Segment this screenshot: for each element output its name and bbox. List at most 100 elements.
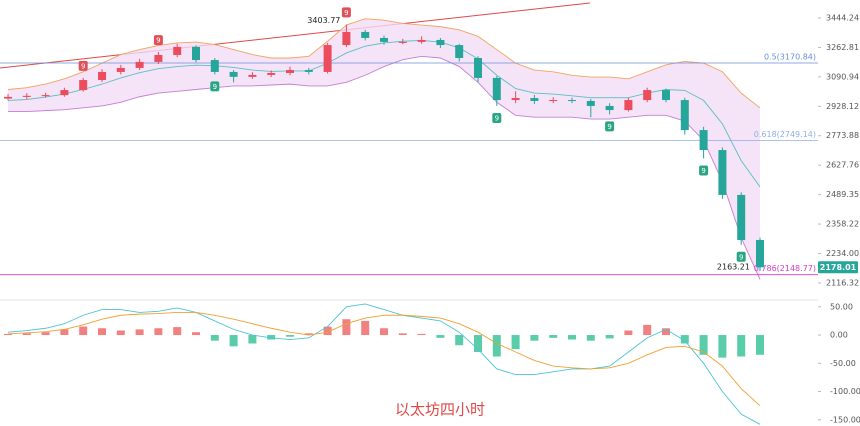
candle-body <box>417 39 426 42</box>
y-tick-label: 2358.22 <box>826 220 859 229</box>
macd-bar <box>492 335 501 357</box>
macd-bar <box>4 333 12 336</box>
macd-bar <box>417 333 426 336</box>
y-tick-label: 2928.12 <box>826 102 859 111</box>
candle-body <box>116 67 125 72</box>
td-mark-label: 9 <box>81 62 85 70</box>
band-line <box>7 18 761 109</box>
price-tag <box>818 261 858 274</box>
macd-bar <box>530 335 539 341</box>
candle-body <box>79 80 88 91</box>
candle-body <box>455 45 464 58</box>
candle-body <box>718 150 727 195</box>
y-tick-label: 3262.81 <box>826 43 859 52</box>
candle-body <box>474 57 482 78</box>
candle-body <box>436 39 445 46</box>
macd-bar <box>342 319 351 336</box>
td-mark <box>736 251 746 262</box>
macd-bar <box>398 333 407 336</box>
price-tag-label: 2178.01 <box>820 263 857 272</box>
macd-bar <box>699 335 708 355</box>
candle-body <box>248 74 257 77</box>
macd-bar <box>173 327 182 336</box>
macd-bar <box>79 326 88 336</box>
y-tick-label: -100.00 <box>830 387 860 396</box>
macd-bar <box>718 335 727 358</box>
macd-bar <box>662 328 670 336</box>
y-tick-label: 2234.00 <box>826 249 859 258</box>
fib-label: 0.786(2148.77) <box>754 264 816 273</box>
candle-body <box>304 70 313 72</box>
y-tick-label: -50.00 <box>830 359 856 368</box>
macd-bar <box>210 335 219 341</box>
candle-body <box>643 90 652 101</box>
macd-bar <box>549 335 558 338</box>
td-mark-label: 9 <box>701 167 705 175</box>
td-mark-label: 9 <box>213 83 217 91</box>
macd-bar <box>41 332 50 336</box>
candle-body <box>173 46 182 55</box>
macd-bar <box>737 335 746 357</box>
td-mark-label: 9 <box>156 37 160 45</box>
candle-body <box>380 37 388 42</box>
y-tick-label: 50.00 <box>830 302 853 311</box>
macd-bar <box>586 335 595 341</box>
y-tick-label: 2489.35 <box>826 190 859 199</box>
candle-body <box>605 105 614 111</box>
td-mark <box>78 60 88 71</box>
fib-label: 0.618(2749.14) <box>754 130 816 139</box>
macd-bar <box>135 329 144 336</box>
candle-body <box>492 77 501 101</box>
y-tick-label: 3090.94 <box>826 72 859 81</box>
candle-body <box>4 96 12 99</box>
macd-bar <box>267 335 276 340</box>
candle-body <box>756 240 764 268</box>
candle-body <box>267 72 276 75</box>
macd-bar <box>455 335 464 346</box>
candle-body <box>624 100 633 111</box>
td-mark <box>341 7 351 18</box>
candle-body <box>568 100 576 102</box>
candle-body <box>549 100 558 102</box>
macd-bar <box>643 324 652 336</box>
macd-bar <box>756 335 764 355</box>
macd-bar <box>116 330 125 336</box>
y-tick-label: 3444.24 <box>826 13 859 22</box>
candle-body <box>286 70 294 73</box>
td-mark-label: 9 <box>607 123 611 131</box>
macd-bar <box>22 333 31 336</box>
band-fill <box>8 18 760 280</box>
y-tick-label: 2627.76 <box>826 161 859 170</box>
candle-body <box>398 41 407 43</box>
macd-bar <box>474 335 482 352</box>
trend-line <box>0 2 591 69</box>
td-mark <box>153 35 163 46</box>
candle-body <box>41 95 50 97</box>
y-tick-label: -150.00 <box>830 415 860 424</box>
candle-body <box>22 95 31 97</box>
y-tick-label: 2116.32 <box>826 278 859 287</box>
td-mark-label: 9 <box>739 253 743 261</box>
candle-body <box>530 98 539 101</box>
candle-body <box>342 31 351 46</box>
td-mark-label: 9 <box>344 9 348 17</box>
fib-label: 0.5(3170.84) <box>764 52 816 61</box>
candle-body <box>361 31 370 38</box>
candle-body <box>699 130 708 151</box>
td-mark-label: 9 <box>495 114 499 122</box>
candle-body <box>662 90 670 101</box>
band-line <box>8 55 761 280</box>
candle-body <box>511 98 520 101</box>
candle-body <box>60 90 69 96</box>
macd-bar <box>248 335 257 344</box>
macd-bar <box>323 326 332 336</box>
caption: 以太坊四小时 <box>395 401 485 419</box>
macd-bar <box>154 328 163 336</box>
candle-body <box>154 54 163 62</box>
macd-line <box>7 311 761 406</box>
td-mark <box>492 112 502 123</box>
macd-bar <box>286 335 294 337</box>
y-tick-label: 2773.88 <box>826 131 859 140</box>
candle-body <box>586 100 595 106</box>
macd-bar <box>568 335 576 340</box>
